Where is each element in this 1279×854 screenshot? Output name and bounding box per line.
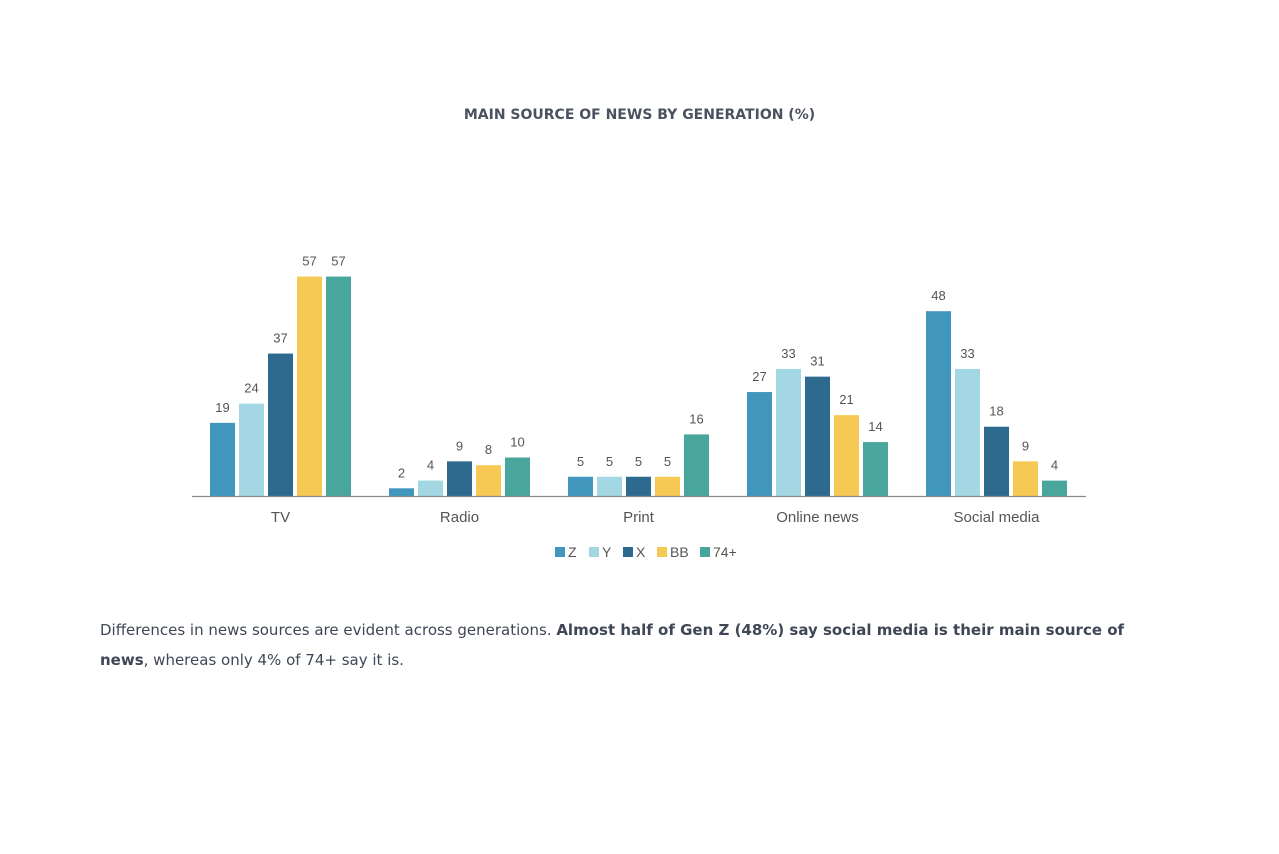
caption-bold: Almost half of Gen Z (48%) say social me…	[100, 621, 1125, 669]
bar-online-news-z	[747, 392, 772, 496]
caption-text: Differences in news sources are evident …	[100, 615, 1160, 675]
data-label: 27	[752, 369, 766, 384]
legend-swatch	[700, 547, 710, 557]
data-label: 24	[244, 381, 258, 396]
bar-radio-x	[447, 461, 472, 496]
legend-label: X	[636, 544, 646, 560]
bar-radio-y	[418, 480, 443, 496]
legend-label: BB	[670, 544, 689, 560]
bar-online-news-74plus	[863, 442, 888, 496]
bar-social-media-x	[984, 426, 1009, 496]
data-label: 18	[989, 404, 1003, 419]
bar-print-z	[568, 476, 593, 496]
legend: Z Y X BB 74+	[555, 544, 737, 560]
category-label: TV	[271, 509, 290, 526]
bar-tv-74plus	[326, 276, 351, 496]
bar-online-news-x	[805, 376, 830, 496]
data-label: 9	[1022, 438, 1029, 453]
data-label: 33	[960, 346, 974, 361]
bars-layer	[210, 276, 1067, 496]
data-label: 5	[606, 454, 613, 469]
data-label: 16	[689, 411, 703, 426]
legend-swatch	[555, 547, 565, 557]
bar-online-news-y	[776, 368, 801, 496]
bar-print-74plus	[684, 434, 709, 496]
bar-radio-74plus	[505, 457, 530, 496]
legend-label: Y	[602, 544, 612, 560]
data-label: 21	[839, 392, 853, 407]
bar-social-media-z	[926, 311, 951, 496]
chart-title: MAIN SOURCE OF NEWS BY GENERATION (%)	[463, 107, 816, 123]
caption-part-2: , whereas only 4% of 74+ say it is.	[143, 651, 404, 669]
data-label: 5	[664, 454, 671, 469]
data-label: 19	[215, 400, 229, 415]
bar-social-media-74plus	[1042, 480, 1067, 496]
category-label: Online news	[776, 509, 859, 526]
bar-tv-y	[239, 403, 264, 496]
legend-label: Z	[568, 544, 577, 560]
bar-print-x	[626, 476, 651, 496]
data-label: 5	[635, 454, 642, 469]
category-label: Print	[623, 509, 655, 526]
data-label: 57	[331, 254, 345, 269]
data-label: 9	[456, 438, 463, 453]
bar-social-media-bb	[1013, 461, 1038, 496]
data-label: 4	[1051, 458, 1058, 473]
bar-print-bb	[655, 476, 680, 496]
legend-swatch	[589, 547, 599, 557]
category-label: Social media	[954, 509, 1041, 526]
data-label: 10	[510, 435, 524, 450]
bar-online-news-bb	[834, 415, 859, 496]
bar-print-y	[597, 476, 622, 496]
data-label: 37	[273, 331, 287, 346]
category-label: Radio	[440, 509, 479, 526]
bar-radio-bb	[476, 465, 501, 496]
data-label: 14	[868, 419, 882, 434]
legend-swatch	[623, 547, 633, 557]
bar-tv-bb	[297, 276, 322, 496]
caption-part-1: Differences in news sources are evident …	[100, 621, 557, 639]
data-label: 8	[485, 442, 492, 457]
bar-radio-z	[389, 488, 414, 496]
legend-label: 74+	[713, 544, 737, 560]
bar-tv-x	[268, 353, 293, 496]
data-label: 57	[302, 254, 316, 269]
data-label: 31	[810, 354, 824, 369]
data-label: 2	[398, 465, 405, 480]
bar-social-media-y	[955, 368, 980, 496]
legend-swatch	[657, 547, 667, 557]
bar-tv-z	[210, 422, 235, 496]
data-label: 33	[781, 346, 795, 361]
data-label: 48	[931, 288, 945, 303]
data-label: 5	[577, 454, 584, 469]
data-label: 4	[427, 458, 434, 473]
